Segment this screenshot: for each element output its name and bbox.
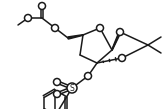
- Polygon shape: [68, 35, 83, 39]
- Circle shape: [38, 3, 46, 9]
- Circle shape: [53, 90, 60, 97]
- Polygon shape: [112, 32, 121, 50]
- Circle shape: [85, 72, 92, 79]
- Circle shape: [67, 83, 77, 93]
- Text: S: S: [70, 83, 74, 93]
- Circle shape: [25, 14, 32, 21]
- Circle shape: [53, 78, 60, 85]
- Circle shape: [118, 54, 125, 61]
- Circle shape: [96, 25, 103, 32]
- Circle shape: [116, 28, 123, 36]
- Circle shape: [52, 25, 58, 32]
